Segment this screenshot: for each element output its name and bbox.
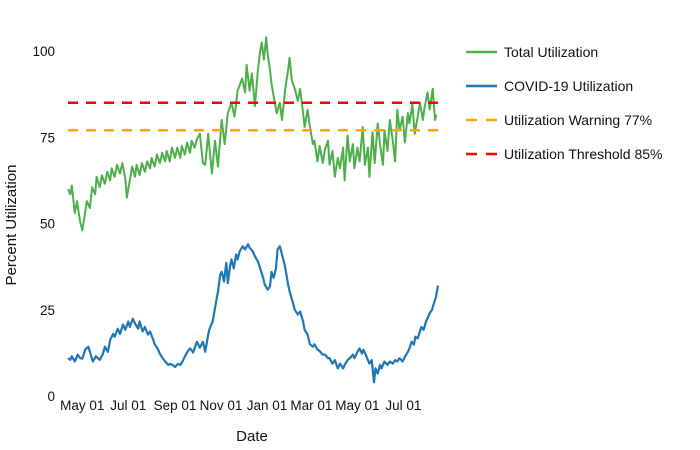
legend-item-covid-19-utilization[interactable]: COVID-19 Utilization xyxy=(466,78,633,94)
legend: Total Utilization COVID-19 Utilization Uti… xyxy=(466,44,663,162)
y-tick-label: 50 xyxy=(40,217,55,232)
y-tick-label: 100 xyxy=(32,44,55,59)
legend-item-total-utilization[interactable]: Total Utilization xyxy=(466,44,598,60)
legend-label-total-utilization: Total Utilization xyxy=(504,44,598,60)
x-tick-label: May 01 xyxy=(335,398,379,413)
legend-label-utilization-warning-77: Utilization Warning 77% xyxy=(504,112,652,128)
y-axis-title: Percent Utilization xyxy=(3,165,20,286)
x-tick-label: Jul 01 xyxy=(385,398,421,413)
series-line-covid-19-utilization xyxy=(67,243,440,384)
y-axis-tick-labels: 0 25 50 75 100 xyxy=(32,44,55,404)
x-tick-label: Mar 01 xyxy=(290,398,332,413)
x-axis-tick-labels: May 01 Jul 01 Sep 01 Nov 01 Jan 01 Mar 01 May … xyxy=(60,398,421,413)
x-tick-label: Nov 01 xyxy=(200,398,243,413)
series-line-total-utilization xyxy=(67,36,438,232)
plot-series xyxy=(67,36,440,384)
y-tick-label: 25 xyxy=(40,303,55,318)
x-tick-label: Jan 01 xyxy=(247,398,288,413)
x-axis-title: Date xyxy=(236,428,268,445)
y-tick-label: 0 xyxy=(47,389,55,404)
x-tick-label: May 01 xyxy=(60,398,104,413)
legend-item-utilization-threshold-85[interactable]: Utilization Threshold 85% xyxy=(466,146,663,162)
x-tick-label: Sep 01 xyxy=(154,398,197,413)
legend-item-utilization-warning-77[interactable]: Utilization Warning 77% xyxy=(466,112,652,128)
y-tick-label: 75 xyxy=(40,130,55,145)
legend-label-utilization-threshold-85: Utilization Threshold 85% xyxy=(504,146,663,162)
legend-label-covid-19-utilization: COVID-19 Utilization xyxy=(504,78,633,94)
x-tick-label: Jul 01 xyxy=(110,398,146,413)
